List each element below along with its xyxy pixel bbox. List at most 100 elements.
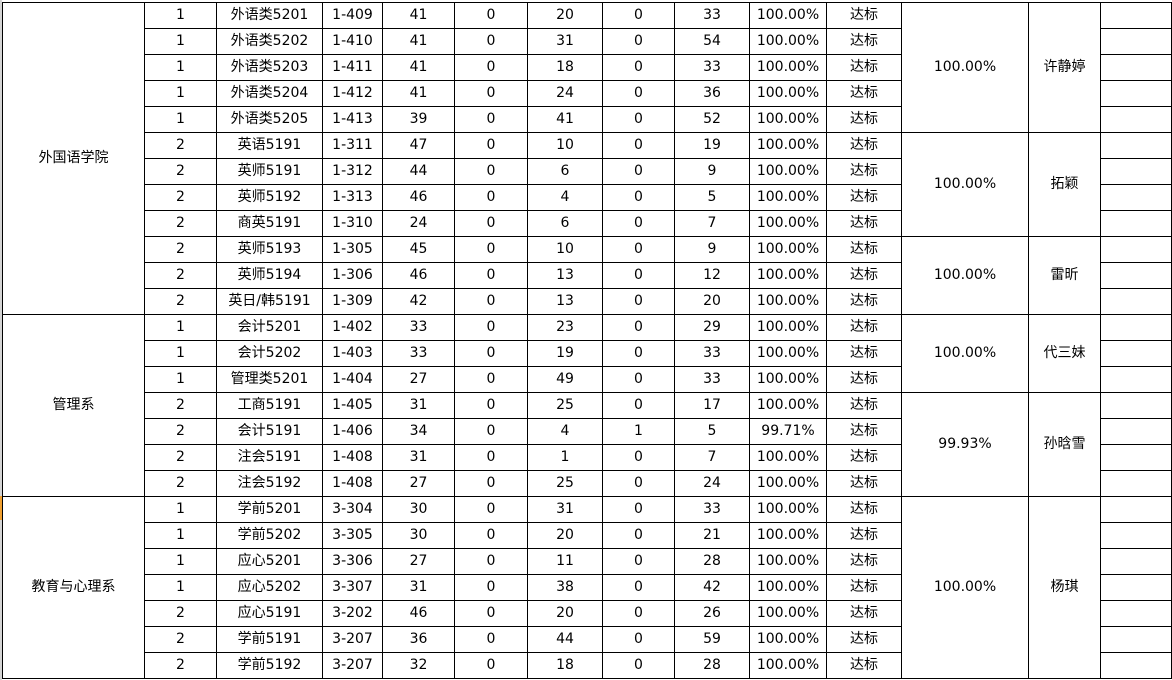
col-e-cell[interactable]: 31 (382, 574, 455, 601)
status-cell[interactable]: 达标 (826, 158, 902, 185)
class-cell[interactable]: 外语类5201 (216, 2, 323, 29)
room-cell[interactable]: 1-306 (322, 262, 383, 289)
col-h-cell[interactable]: 0 (602, 236, 675, 263)
grade-cell[interactable]: 1 (144, 574, 217, 601)
room-cell[interactable]: 1-411 (322, 54, 383, 81)
department-cell[interactable]: 管理系 (2, 314, 145, 497)
col-e-cell[interactable]: 39 (382, 106, 455, 133)
col-f-cell[interactable]: 0 (454, 470, 528, 497)
rate-cell[interactable]: 100.00% (749, 444, 827, 471)
col-i-cell[interactable]: 54 (674, 28, 750, 55)
col-i-cell[interactable]: 17 (674, 392, 750, 419)
col-e-cell[interactable]: 27 (382, 470, 455, 497)
grade-cell[interactable]: 1 (144, 80, 217, 107)
grade-cell[interactable]: 2 (144, 288, 217, 315)
room-cell[interactable]: 1-402 (322, 314, 383, 341)
department-cell[interactable]: 教育与心理系 (2, 496, 145, 679)
col-f-cell[interactable]: 0 (454, 496, 528, 523)
room-cell[interactable]: 1-313 (322, 184, 383, 211)
rate-cell[interactable]: 100.00% (749, 158, 827, 185)
col-e-cell[interactable]: 31 (382, 444, 455, 471)
col-i-cell[interactable]: 26 (674, 600, 750, 627)
col-e-cell[interactable]: 45 (382, 236, 455, 263)
status-cell[interactable]: 达标 (826, 548, 902, 575)
col-f-cell[interactable]: 0 (454, 158, 528, 185)
rate-cell[interactable]: 100.00% (749, 184, 827, 211)
col-i-cell[interactable]: 29 (674, 314, 750, 341)
col-e-cell[interactable]: 33 (382, 340, 455, 367)
col-i-cell[interactable]: 7 (674, 444, 750, 471)
grade-cell[interactable]: 1 (144, 496, 217, 523)
col-g-cell[interactable]: 1 (527, 444, 603, 471)
grade-cell[interactable]: 1 (144, 340, 217, 367)
rate-cell[interactable]: 100.00% (749, 366, 827, 393)
empty-cell[interactable] (1100, 418, 1172, 445)
col-f-cell[interactable]: 0 (454, 392, 528, 419)
col-g-cell[interactable]: 10 (527, 132, 603, 159)
col-f-cell[interactable]: 0 (454, 210, 528, 237)
col-i-cell[interactable]: 20 (674, 288, 750, 315)
room-cell[interactable]: 1-305 (322, 236, 383, 263)
col-h-cell[interactable]: 0 (602, 288, 675, 315)
col-g-cell[interactable]: 25 (527, 470, 603, 497)
room-cell[interactable]: 1-403 (322, 340, 383, 367)
col-i-cell[interactable]: 12 (674, 262, 750, 289)
col-f-cell[interactable]: 0 (454, 28, 528, 55)
col-i-cell[interactable]: 9 (674, 236, 750, 263)
col-i-cell[interactable]: 33 (674, 496, 750, 523)
empty-cell[interactable] (1100, 158, 1172, 185)
empty-cell[interactable] (1100, 288, 1172, 315)
rate-cell[interactable]: 100.00% (749, 522, 827, 549)
rate-cell[interactable]: 100.00% (749, 340, 827, 367)
rate-cell[interactable]: 100.00% (749, 210, 827, 237)
class-cell[interactable]: 应心5191 (216, 600, 323, 627)
col-f-cell[interactable]: 0 (454, 54, 528, 81)
status-cell[interactable]: 达标 (826, 652, 902, 679)
col-f-cell[interactable]: 0 (454, 652, 528, 679)
col-g-cell[interactable]: 24 (527, 80, 603, 107)
col-i-cell[interactable]: 5 (674, 418, 750, 445)
teacher-cell[interactable]: 代三妹 (1028, 314, 1101, 393)
grade-cell[interactable]: 2 (144, 418, 217, 445)
col-f-cell[interactable]: 0 (454, 80, 528, 107)
status-cell[interactable]: 达标 (826, 288, 902, 315)
status-cell[interactable]: 达标 (826, 418, 902, 445)
col-g-cell[interactable]: 31 (527, 28, 603, 55)
col-f-cell[interactable]: 0 (454, 236, 528, 263)
rate-cell[interactable]: 99.71% (749, 418, 827, 445)
status-cell[interactable]: 达标 (826, 106, 902, 133)
grade-cell[interactable]: 2 (144, 600, 217, 627)
class-cell[interactable]: 注会5191 (216, 444, 323, 471)
col-f-cell[interactable]: 0 (454, 262, 528, 289)
rate-cell[interactable]: 100.00% (749, 574, 827, 601)
rate-cell[interactable]: 100.00% (749, 288, 827, 315)
col-e-cell[interactable]: 30 (382, 522, 455, 549)
col-i-cell[interactable]: 33 (674, 54, 750, 81)
status-cell[interactable]: 达标 (826, 236, 902, 263)
grade-cell[interactable]: 1 (144, 366, 217, 393)
status-cell[interactable]: 达标 (826, 522, 902, 549)
col-e-cell[interactable]: 46 (382, 184, 455, 211)
col-e-cell[interactable]: 41 (382, 28, 455, 55)
status-cell[interactable]: 达标 (826, 184, 902, 211)
col-f-cell[interactable]: 0 (454, 184, 528, 211)
col-e-cell[interactable]: 30 (382, 496, 455, 523)
col-e-cell[interactable]: 34 (382, 418, 455, 445)
col-e-cell[interactable]: 41 (382, 2, 455, 29)
col-f-cell[interactable]: 0 (454, 2, 528, 29)
class-cell[interactable]: 会计5201 (216, 314, 323, 341)
col-h-cell[interactable]: 0 (602, 54, 675, 81)
room-cell[interactable]: 3-305 (322, 522, 383, 549)
col-h-cell[interactable]: 0 (602, 132, 675, 159)
empty-cell[interactable] (1100, 522, 1172, 549)
col-f-cell[interactable]: 0 (454, 600, 528, 627)
grade-cell[interactable]: 2 (144, 132, 217, 159)
col-h-cell[interactable]: 0 (602, 340, 675, 367)
col-h-cell[interactable]: 0 (602, 158, 675, 185)
empty-cell[interactable] (1100, 392, 1172, 419)
col-e-cell[interactable]: 46 (382, 262, 455, 289)
col-h-cell[interactable]: 0 (602, 2, 675, 29)
room-cell[interactable]: 3-207 (322, 652, 383, 679)
col-f-cell[interactable]: 0 (454, 340, 528, 367)
group-rate-cell[interactable]: 100.00% (901, 132, 1029, 237)
